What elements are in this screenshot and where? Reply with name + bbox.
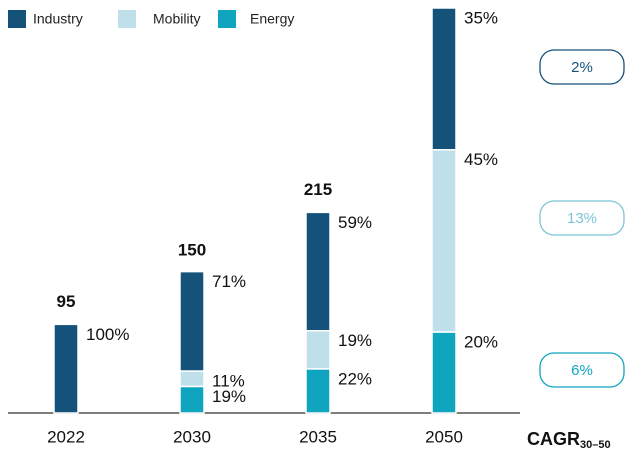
bar-segment [53,323,79,414]
bar-segment [179,270,205,372]
segment-label: 100% [86,325,129,344]
x-tick-label: 2035 [299,427,337,446]
segment-label: 11% [212,371,245,390]
cagr-title: CAGR30–50 [527,429,611,451]
cagr-value: 6% [571,362,593,379]
x-tick-label: 2030 [173,427,211,446]
cagr-pill [539,49,625,85]
bar-segment [431,7,457,151]
total-label: 95 [57,292,76,311]
bar-segment [179,370,205,388]
segment-label: 22% [338,369,372,388]
cagr-sub: 30–50 [580,439,611,451]
total-label: 150 [178,241,206,260]
bar-segment [305,329,331,370]
cagr-pill [539,200,625,236]
bar-segment [305,368,331,414]
segment-label: 71% [212,272,246,291]
bar-segment [179,385,205,414]
cagr-main: CAGR [527,429,580,449]
cagr-value: 2% [571,59,593,76]
legend-label: Energy [250,11,294,27]
x-tick-label: 2050 [425,427,463,446]
total-label: 215 [304,180,332,199]
bar-segment [431,149,457,333]
cagr-value: 13% [567,210,597,227]
legend-swatch [118,10,136,28]
cagr-pill [539,352,625,388]
segment-label: 59% [338,213,372,232]
bar-segment [431,331,457,414]
legend-swatch [218,10,236,28]
legend-label: Industry [33,11,83,27]
segment-label: 35% [464,8,498,27]
segment-label: 19% [212,387,246,406]
legend-label: Mobility [153,11,200,27]
bar-segment [305,211,331,332]
segment-label: 45% [464,150,498,169]
legend-swatch [8,10,26,28]
x-tick-label: 2022 [47,427,85,446]
segment-label: 19% [338,331,372,350]
segment-label: 20% [464,332,498,351]
